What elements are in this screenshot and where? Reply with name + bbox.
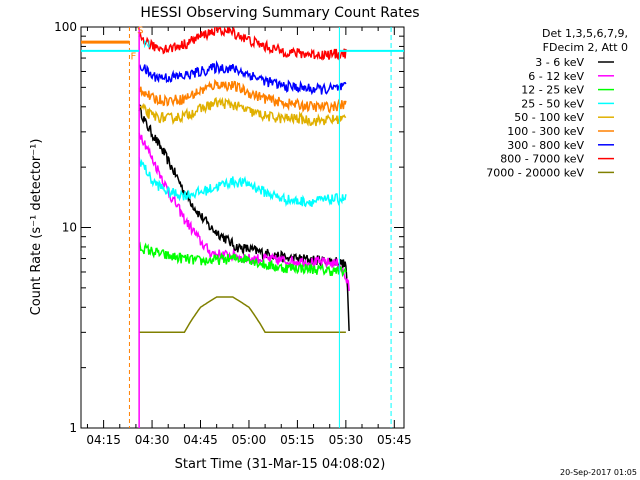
series-line [138,103,350,332]
timestamp: 20-Sep-2017 01:05 [560,468,637,477]
series-line [138,96,347,127]
flag-label: N [143,40,150,51]
legend-header-line-2: FDecim 2, Att 0 [543,41,628,54]
x-tick-label: 04:45 [183,433,218,447]
x-tick-label: 04:15 [86,433,121,447]
plot-area: 04:15 04:30 04:45 05:00 05:15 05:30 05:45 1 10 10… [54,20,412,447]
legend-label: 7000 - 20000 keV [486,166,584,179]
x-tick-label: 05:45 [377,433,412,447]
legend-label: 300 - 800 keV [507,139,584,152]
legend-header-line-1: Det 1,3,5,6,7,9, [542,27,628,40]
y-tick-label: 100 [54,20,77,34]
legend-label: 25 - 50 keV [521,97,584,110]
series-line [138,59,347,96]
y-tick-label: 1 [69,421,77,435]
series-group [138,27,350,334]
chart-title: HESSI Observing Summary Count Rates [140,5,419,21]
series-line [138,27,347,61]
series-line [138,157,347,208]
x-axis-label: Start Time (31-Mar-15 04:08:02) [175,457,386,472]
series-line [138,241,347,278]
x-tick-label: 05:00 [232,433,267,447]
legend-label: 50 - 100 keV [514,111,584,124]
flag-label: F [130,51,136,62]
legend-label: 6 - 12 keV [528,70,584,83]
flag-label: S [137,25,143,36]
series-line [138,78,347,114]
y-tick-label: 10 [62,221,77,235]
x-tick-label: 05:30 [329,433,364,447]
legend-label: 100 - 300 keV [507,125,584,138]
x-tick-label: 04:30 [135,433,170,447]
legend-label: 3 - 6 keV [535,56,584,69]
y-axis-label: Count Rate (s⁻¹ detector⁻¹) [29,139,44,316]
series-line [139,296,346,334]
legend-label: 12 - 25 keV [521,84,584,97]
x-tick-label: 05:15 [280,433,315,447]
legend-label: 800 - 7000 keV [500,153,584,166]
